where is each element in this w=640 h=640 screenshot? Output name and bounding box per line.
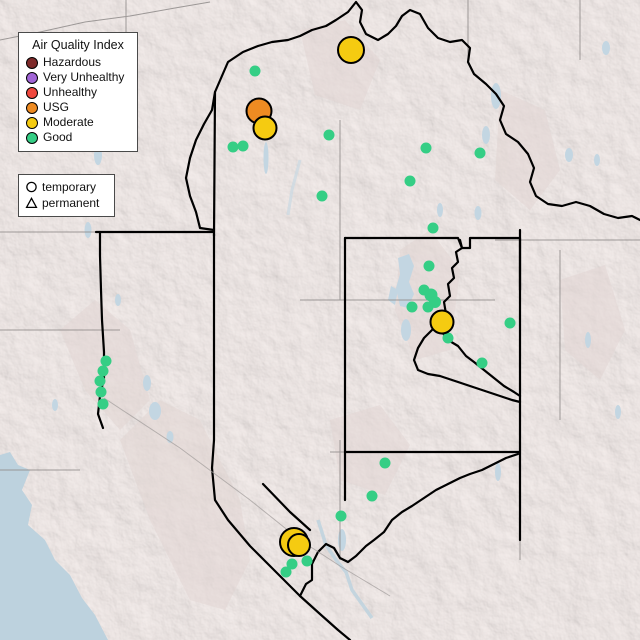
air-quality-index-legend: Air Quality Index Hazardous Very Unhealth…: [18, 32, 138, 152]
sierra-border-jog: [261, 482, 312, 532]
legend-item-very-unhealthy: Very Unhealthy: [26, 70, 130, 85]
snake-river: [286, 159, 302, 216]
monitor-marker[interactable]: [337, 36, 365, 64]
monitor-marker[interactable]: [504, 317, 516, 329]
legend-label: Very Unhealthy: [43, 70, 125, 84]
monitor-marker[interactable]: [406, 301, 418, 313]
monitor-marker[interactable]: [379, 457, 391, 469]
monitor-marker[interactable]: [97, 365, 109, 377]
nevada-boundary: [210, 232, 352, 640]
monitor-marker[interactable]: [100, 355, 112, 367]
monitor-marker[interactable]: [287, 533, 311, 557]
legend-item-hazardous: Hazardous: [26, 55, 130, 70]
legend-items: Hazardous Very Unhealthy Unhealthy USG Moder…: [26, 55, 130, 145]
triangle-outline-icon: [25, 197, 38, 209]
monitor-marker[interactable]: [95, 386, 107, 398]
monitor-marker[interactable]: [237, 140, 249, 152]
legend-item-moderate: Moderate: [26, 115, 130, 130]
lakes-layer: [52, 41, 621, 551]
legend-item-temporary: temporary: [25, 179, 108, 195]
monitor-marker[interactable]: [301, 555, 313, 567]
state-boundaries: [94, 0, 640, 640]
monitor-marker[interactable]: [476, 357, 488, 369]
legend-item-usg: USG: [26, 100, 130, 115]
monitor-marker[interactable]: [366, 490, 378, 502]
legend-label: Hazardous: [43, 55, 102, 69]
monitor-marker[interactable]: [316, 190, 328, 202]
legend-label-permanent: permanent: [42, 195, 100, 210]
monitor-marker[interactable]: [97, 398, 109, 410]
monitor-marker[interactable]: [249, 65, 261, 77]
monitor-marker[interactable]: [422, 301, 434, 313]
idaho-boundary: [213, 0, 640, 222]
monitor-marker[interactable]: [423, 260, 435, 272]
monitor-marker[interactable]: [420, 142, 432, 154]
oregon-idaho-boundary: [184, 90, 217, 238]
legend-item-permanent: permanent: [25, 195, 108, 211]
monitor-marker[interactable]: [418, 284, 430, 296]
circle-outline-icon: [26, 181, 37, 193]
legend-label: Good: [43, 130, 73, 144]
legend-swatch-icon: [26, 71, 38, 84]
legend-swatch-icon: [26, 116, 38, 129]
legend-swatch-icon: [26, 86, 38, 99]
monitor-marker[interactable]: [323, 129, 335, 141]
monitor-marker[interactable]: [252, 115, 278, 141]
pacific-ocean: [0, 452, 108, 640]
legend-swatch-icon: [26, 101, 38, 114]
monitor-marker[interactable]: [286, 558, 298, 570]
legend-item-good: Good: [26, 130, 130, 145]
faint-roads: [103, 397, 391, 597]
monitor-marker[interactable]: [442, 332, 454, 344]
monitor-marker[interactable]: [474, 147, 486, 159]
legend-item-unhealthy: Unhealthy: [26, 85, 130, 100]
monitor-marker[interactable]: [429, 309, 455, 335]
legend-label: Moderate: [43, 115, 94, 129]
monitor-marker[interactable]: [427, 222, 439, 234]
legend-label: Unhealthy: [43, 85, 98, 99]
monitor-marker[interactable]: [94, 375, 106, 387]
legend-title: Air Quality Index: [32, 38, 124, 52]
legend-label-temporary: temporary: [42, 179, 97, 194]
monitor-marker[interactable]: [335, 510, 347, 522]
legend-swatch-icon: [26, 131, 38, 144]
legend-label: USG: [43, 100, 70, 114]
monitor-marker[interactable]: [227, 141, 239, 153]
monitor-type-legend: temporary permanent: [18, 174, 115, 217]
ocean-inlet: [0, 534, 20, 556]
monitor-marker[interactable]: [404, 175, 416, 187]
legend-swatch-icon: [26, 56, 38, 69]
monitor-marker[interactable]: [280, 566, 292, 578]
